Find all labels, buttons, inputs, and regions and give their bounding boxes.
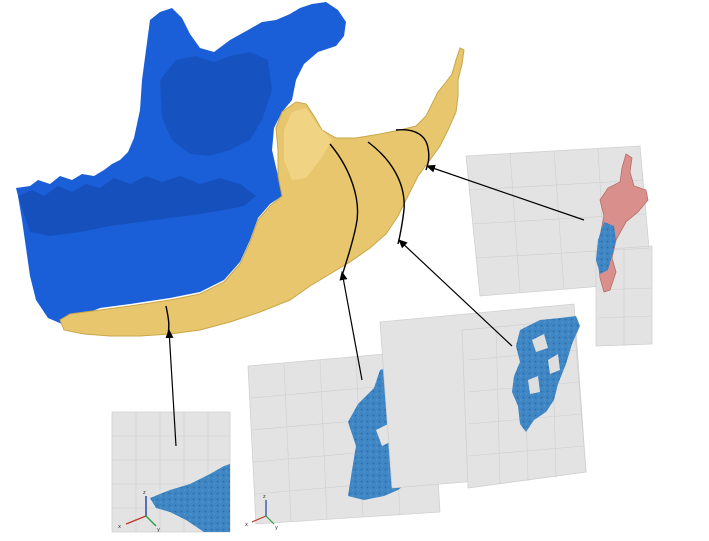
axis-y-label: y [157,527,160,533]
callout-arrows [165,164,585,447]
mandible-model [16,2,465,337]
bone-slice-3-holes [528,334,560,394]
teeth-ridge [18,176,256,236]
arrow-to-cut-1 [165,329,177,447]
cut-line-3 [367,141,405,245]
arrow-to-cut-2 [339,271,363,381]
arrow-to-cut-4 [426,164,585,221]
axis-triad-icon: z y x [245,494,278,531]
bone-slice-1 [150,464,230,532]
cross-section-panel-3 [379,303,587,489]
axis-x-label: x [118,524,121,530]
cross-section-panel-4 [465,145,653,347]
bone-slice-3 [512,316,580,432]
implant-highlight [284,108,332,180]
arrow-to-cut-3 [398,239,513,347]
axis-z-label: z [143,490,146,496]
axis-x-label: x [245,522,248,528]
cut-line-2 [329,143,359,277]
cross-section-panel-1: z y x [111,411,231,533]
axis-y-label: y [275,525,278,531]
ramus-shadow [160,52,272,156]
axis-z-label: z [263,494,266,500]
cut-line-4 [395,129,430,171]
axis-triad-icon: z y x [118,490,160,533]
bone-slice-4-blue [596,222,616,274]
implant-region [59,47,465,337]
